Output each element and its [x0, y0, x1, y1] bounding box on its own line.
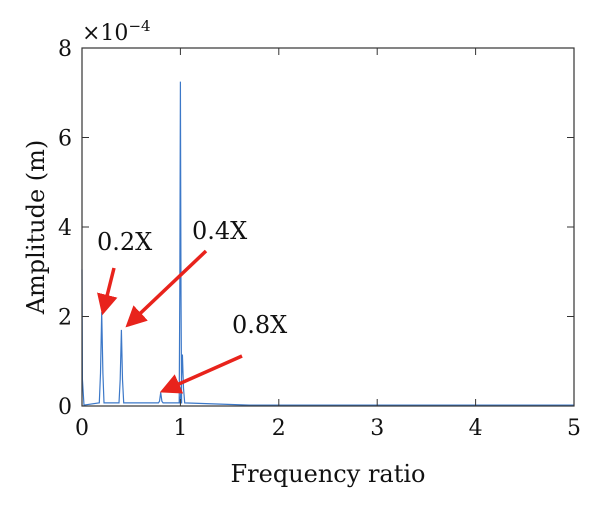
annotation-label-0: 0.2X — [97, 228, 152, 256]
x-tick-label-4: 4 — [469, 416, 483, 441]
annotation-label-1: 0.4X — [192, 217, 247, 245]
y-axis-label: Amplitude (m) — [22, 140, 50, 316]
y-tick-label-1: 2 — [58, 306, 72, 331]
spectrum-line — [81, 81, 574, 406]
x-tick-label-2: 2 — [272, 416, 286, 441]
annotation-arrow-0 — [97, 267, 118, 316]
tick-labels-layer: 0 1 2 3 4 5 0 2 4 6 8 — [58, 37, 581, 441]
y-tick-label-0: 0 — [58, 395, 72, 420]
x-tick-label-5: 5 — [567, 416, 581, 441]
annotations-layer: 0.2X 0.4X 0.8X — [97, 217, 287, 394]
x-tick-label-3: 3 — [370, 416, 384, 441]
x-tick-label-1: 1 — [173, 416, 187, 441]
axes-box — [81, 47, 575, 407]
plot-area — [81, 81, 574, 406]
annotation-label-2: 0.8X — [232, 311, 287, 339]
x-tick-label-0: 0 — [75, 416, 89, 441]
y-scale-exponent: −4 — [128, 17, 150, 35]
ticks-layer — [81, 47, 575, 407]
annotation-arrow-1 — [125, 249, 208, 328]
y-scale-multiplier: ×10 — [82, 21, 128, 46]
y-scale-factor: ×10−4 — [82, 17, 151, 46]
x-axis-label: Frequency ratio — [231, 460, 426, 488]
y-tick-label-3: 6 — [58, 127, 72, 152]
annotation-arrow-2 — [159, 354, 243, 394]
y-tick-label-4: 8 — [58, 37, 72, 62]
y-tick-label-2: 4 — [58, 216, 72, 241]
